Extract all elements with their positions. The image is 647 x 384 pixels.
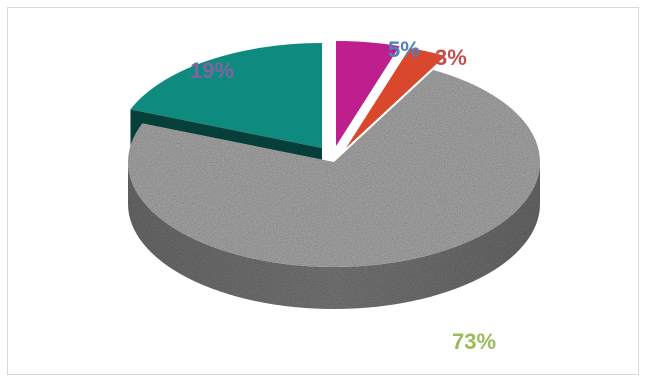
data-label-0: 73%: [452, 329, 496, 354]
data-label-1: 19%: [190, 58, 234, 83]
pie-slice-side-shade-0: [128, 162, 540, 309]
pie-slice-2: [336, 41, 400, 146]
pie-slice-0: [128, 69, 541, 268]
data-label-3: 3%: [435, 45, 467, 70]
data-label-2: 5%: [388, 37, 420, 62]
pie-slice-3: [346, 48, 446, 148]
pie-slice-1: [130, 43, 322, 148]
